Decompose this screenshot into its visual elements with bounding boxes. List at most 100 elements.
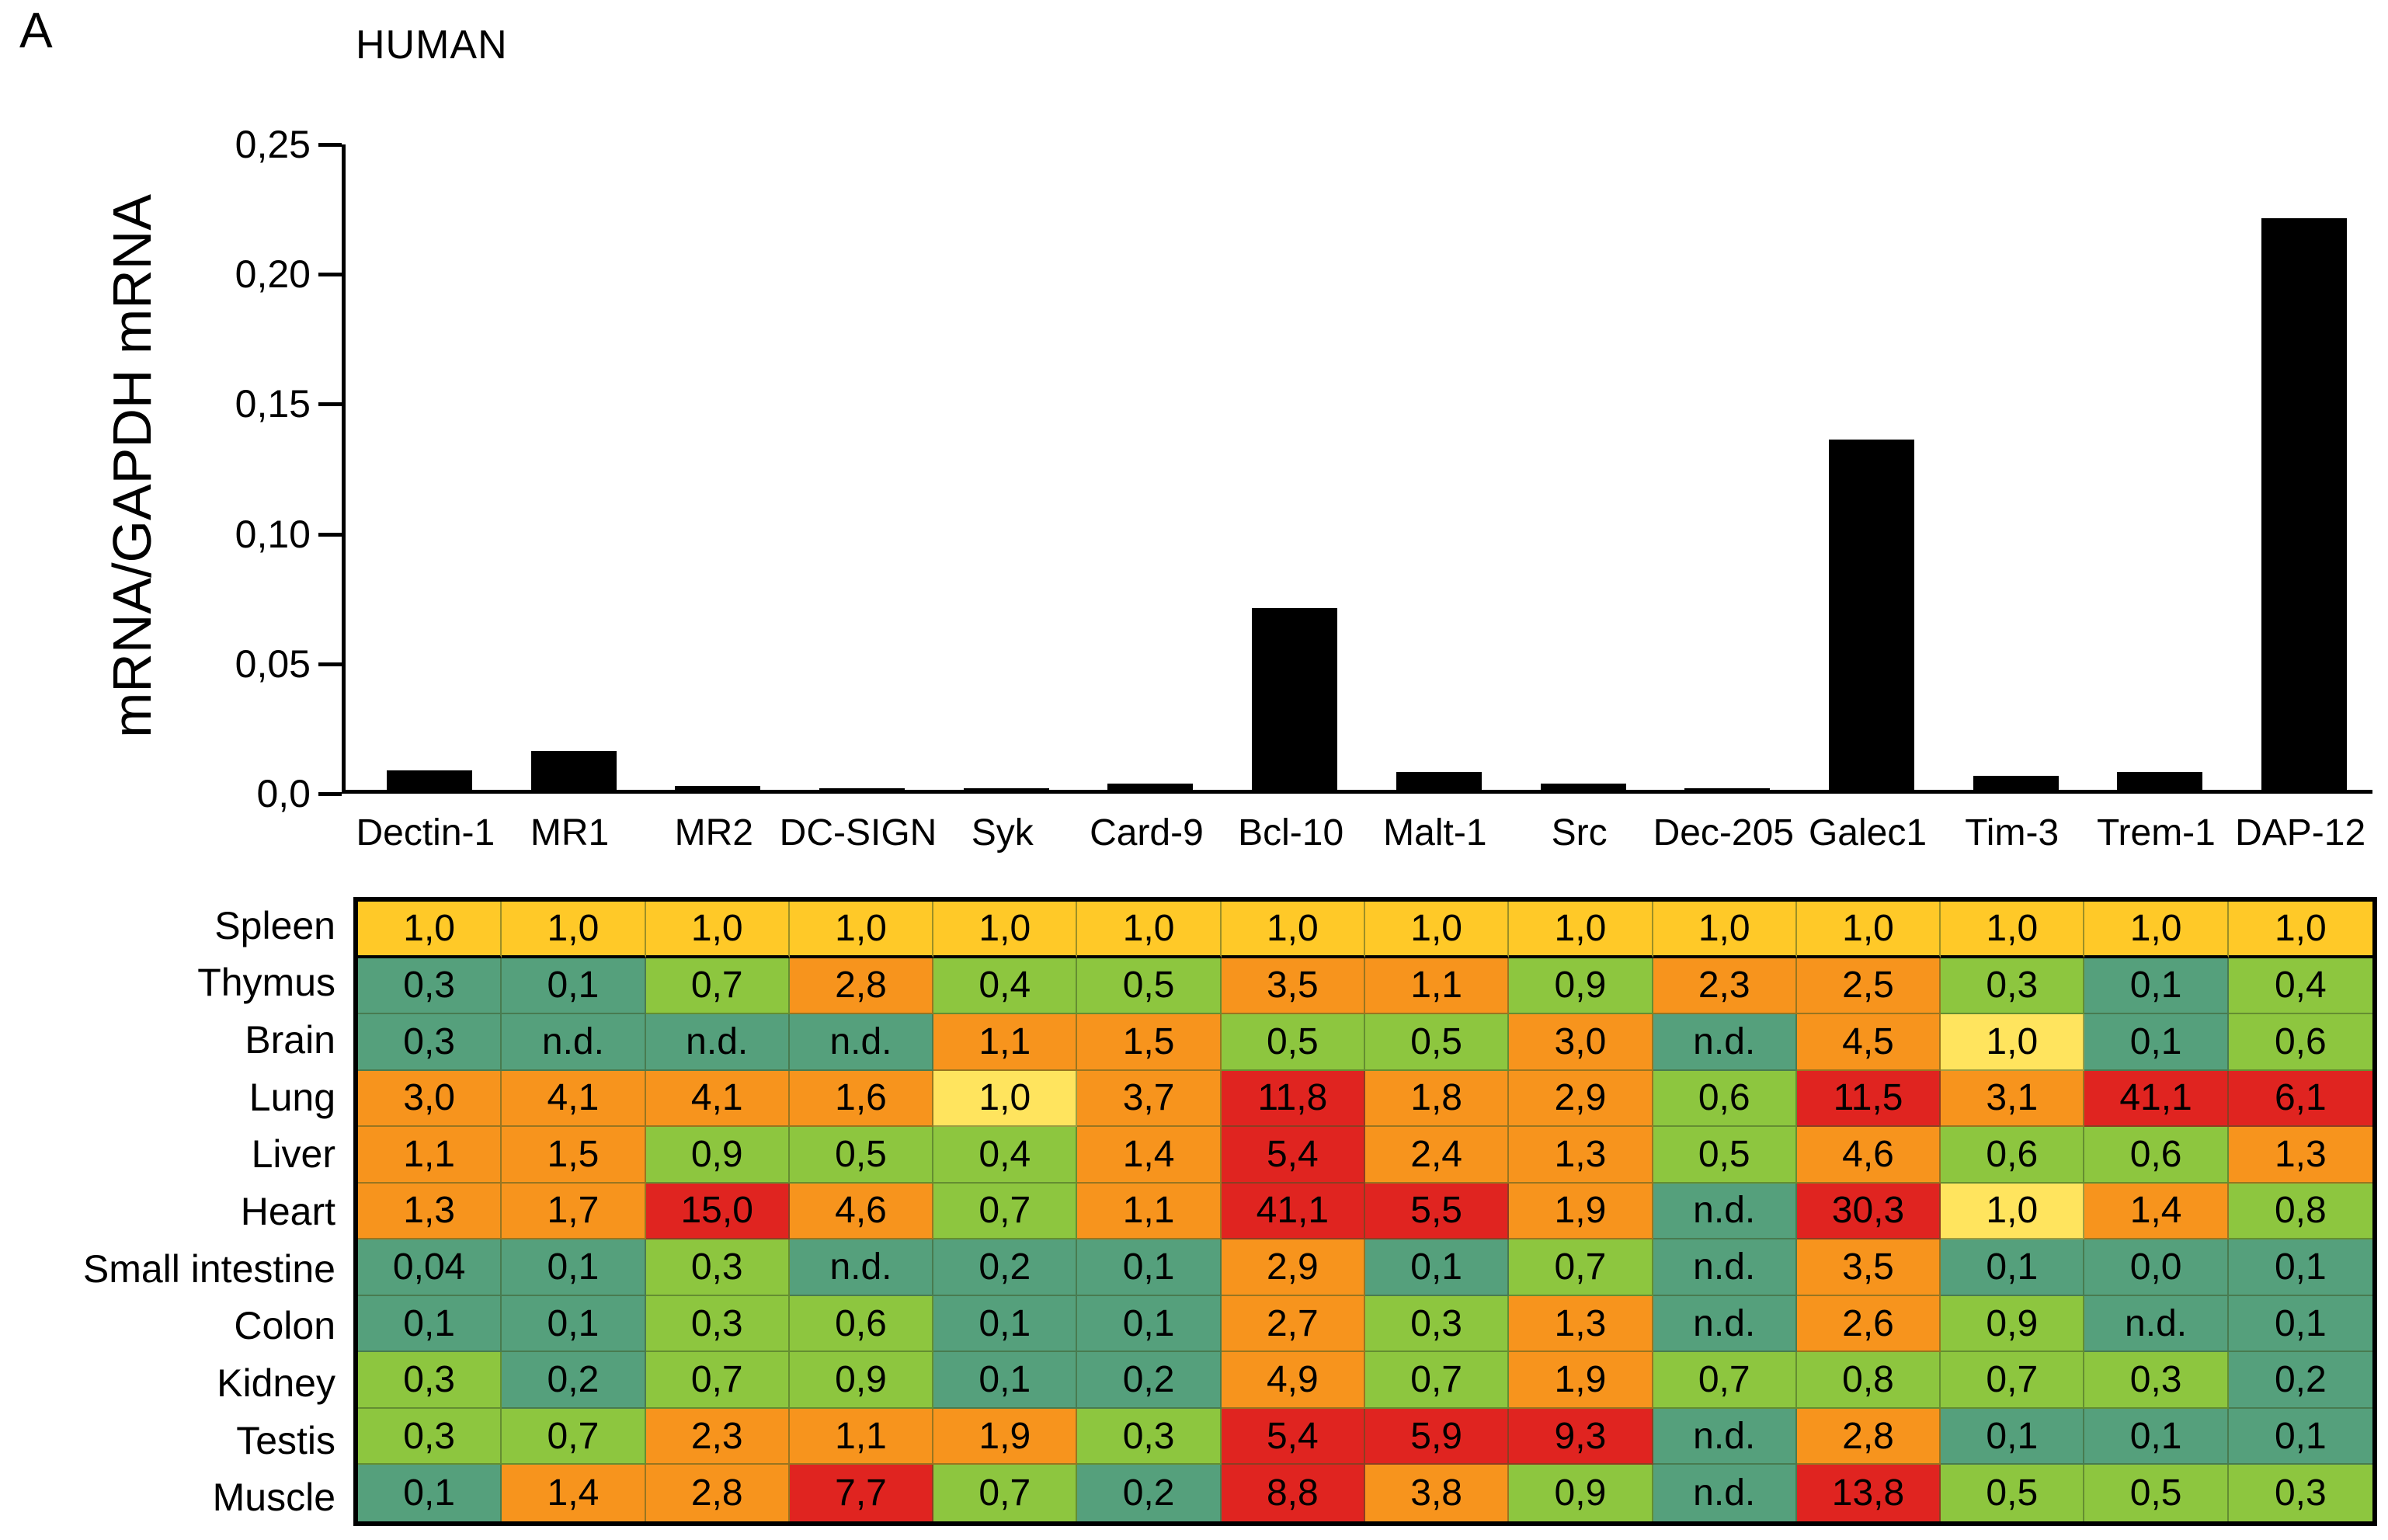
x-category-label-tim-3: Tim-3	[1965, 812, 2060, 853]
heatmap-cell-colon-src: 1,3	[1509, 1295, 1653, 1353]
heatmap-cell-testis-src: 9,3	[1509, 1408, 1653, 1465]
heatmap-row-labels: Spleen Thymus Brain Lung Liver Heart Small int…	[0, 897, 348, 1526]
heatmap-cell-liver-bcl-10: 5,4	[1221, 1127, 1365, 1184]
heatmap-cell-kidney-dc-sign: 0,9	[789, 1352, 934, 1409]
heatmap-cell-thymus-trem-1: 0,1	[2084, 958, 2229, 1015]
heatmap-cell-spleen-dap-12: 1,0	[2228, 902, 2372, 958]
heatmap-cell-brain-syk: 1,1	[933, 1014, 1078, 1071]
y-tick-mark	[318, 402, 342, 407]
heatmap-cell-liver-galec1: 4,6	[1796, 1127, 1941, 1184]
bar-chart-plot-area	[342, 144, 2372, 794]
y-tick-mark	[318, 143, 342, 147]
heatmap-cell-brain-dc-sign: n.d.	[789, 1014, 934, 1071]
heatmap-cell-spleen-mr1: 1,0	[502, 902, 646, 958]
heatmap-cell-muscle-mr1: 1,4	[502, 1465, 646, 1521]
heatmap-cell-spleen-mr2: 1,0	[645, 902, 790, 958]
heatmap-cell-thymus-src: 0,9	[1509, 958, 1653, 1015]
heatmap-cell-colon-card-9: 0,1	[1077, 1295, 1222, 1353]
bar-dap-12	[2261, 218, 2348, 790]
heatmap-cell-small-intestine-mr1: 0,1	[502, 1239, 646, 1296]
heatmap-cell-kidney-syk: 0,1	[933, 1352, 1078, 1409]
heatmap-cell-colon-dectin-1: 0,1	[358, 1295, 502, 1353]
heatmap-cell-brain-dectin-1: 0,3	[358, 1014, 502, 1071]
heatmap-cell-spleen-malt-1: 1,0	[1365, 902, 1510, 958]
heatmap-cell-colon-mr2: 0,3	[645, 1295, 790, 1353]
heatmap-cell-liver-card-9: 1,4	[1077, 1127, 1222, 1184]
row-label-testis: Testis	[236, 1418, 335, 1462]
heatmap-cell-muscle-bcl-10: 8,8	[1221, 1465, 1365, 1521]
heatmap-cell-thymus-mr2: 0,7	[645, 958, 790, 1015]
heatmap-cell-colon-galec1: 2,6	[1796, 1295, 1941, 1353]
heatmap-cell-kidney-tim-3: 0,7	[1941, 1352, 2085, 1409]
row-label-brain: Brain	[245, 1018, 335, 1062]
heatmap-cell-kidney-dap-12: 0,2	[2228, 1352, 2372, 1409]
x-category-label-malt-1: Malt-1	[1383, 812, 1487, 853]
heatmap-cell-kidney-src: 1,9	[1509, 1352, 1653, 1409]
bar-bcl-10	[1252, 607, 1338, 790]
heatmap-cell-small-intestine-mr2: 0,3	[645, 1239, 790, 1296]
heatmap-cell-testis-mr2: 2,3	[645, 1408, 790, 1465]
heatmap-cell-muscle-src: 0,9	[1509, 1465, 1653, 1521]
y-tick-mark	[318, 792, 342, 796]
heatmap-cell-colon-malt-1: 0,3	[1365, 1295, 1510, 1353]
chart-title: HUMAN	[356, 23, 508, 68]
heatmap-cell-colon-bcl-10: 2,7	[1221, 1295, 1365, 1353]
heatmap-cell-brain-dap-12: 0,6	[2228, 1014, 2372, 1071]
heatmap-cell-lung-galec1: 11,5	[1796, 1070, 1941, 1128]
row-label-heart: Heart	[240, 1190, 335, 1234]
heatmap-cell-spleen-src: 1,0	[1509, 902, 1653, 958]
y-tick-label: 0,0	[256, 772, 311, 815]
heatmap-cell-heart-card-9: 1,1	[1077, 1183, 1222, 1240]
heatmap-cell-spleen-tim-3: 1,0	[1941, 902, 2085, 958]
x-category-label-galec1: Galec1	[1808, 812, 1927, 853]
heatmap-cell-brain-bcl-10: 0,5	[1221, 1014, 1365, 1071]
y-tick-label: 0,20	[235, 252, 311, 297]
heatmap-cell-small-intestine-bcl-10: 2,9	[1221, 1239, 1365, 1296]
heatmap-cell-testis-dap-12: 0,1	[2228, 1408, 2372, 1465]
heatmap-cell-colon-trem-1: n.d.	[2084, 1295, 2229, 1353]
bar-dc-sign	[819, 788, 905, 790]
heatmap-cell-brain-mr2: n.d.	[645, 1014, 790, 1071]
heatmap-cell-muscle-mr2: 2,8	[645, 1465, 790, 1521]
heatmap-cell-thymus-syk: 0,4	[933, 958, 1078, 1015]
x-category-label-bcl-10: Bcl-10	[1238, 812, 1344, 853]
heatmap-cell-small-intestine-dectin-1: 0,04	[358, 1239, 502, 1296]
bar-dectin-1	[386, 770, 472, 790]
heatmap-cell-lung-syk: 1,0	[933, 1070, 1078, 1128]
heatmap-cell-muscle-syk: 0,7	[933, 1465, 1078, 1521]
heatmap-cell-heart-tim-3: 1,0	[1941, 1183, 2085, 1240]
heatmap-cell-kidney-mr2: 0,7	[645, 1352, 790, 1409]
heatmap-cell-liver-syk: 0,4	[933, 1127, 1078, 1184]
heatmap-cell-small-intestine-dec-205: n.d.	[1653, 1239, 1797, 1296]
heatmap-cell-kidney-bcl-10: 4,9	[1221, 1352, 1365, 1409]
heatmap-cell-testis-card-9: 0,3	[1077, 1408, 1222, 1465]
heatmap-cell-testis-galec1: 2,8	[1796, 1408, 1941, 1465]
heatmap-cell-heart-dec-205: n.d.	[1653, 1183, 1797, 1240]
heatmap-cell-thymus-dap-12: 0,4	[2228, 958, 2372, 1015]
heatmap-cell-muscle-trem-1: 0,5	[2084, 1465, 2229, 1521]
heatmap-cell-spleen-card-9: 1,0	[1077, 902, 1222, 958]
heatmap-cell-brain-src: 3,0	[1509, 1014, 1653, 1071]
heatmap-cell-liver-trem-1: 0,6	[2084, 1127, 2229, 1184]
heatmap-grid: 1,0 1,0 1,0 1,0 1,0 1,0 1,0 1,0 1,0 1,0 1,0 1,0 1,0 1…	[353, 897, 2377, 1526]
heatmap-cell-brain-trem-1: 0,1	[2084, 1014, 2229, 1071]
heatmap-cell-spleen-syk: 1,0	[933, 902, 1078, 958]
row-label-liver: Liver	[251, 1132, 335, 1177]
x-category-label-dc-sign: DC-SIGN	[779, 812, 937, 853]
heatmap-cell-brain-galec1: 4,5	[1796, 1014, 1941, 1071]
heatmap-cell-lung-dec-205: 0,6	[1653, 1070, 1797, 1128]
heatmap-cell-kidney-galec1: 0,8	[1796, 1352, 1941, 1409]
heatmap-cell-liver-mr2: 0,9	[645, 1127, 790, 1184]
heatmap-cell-testis-tim-3: 0,1	[1941, 1408, 2085, 1465]
heatmap-cell-lung-trem-1: 41,1	[2084, 1070, 2229, 1128]
heatmap-cell-small-intestine-galec1: 3,5	[1796, 1239, 1941, 1296]
bar-dec-205	[1684, 788, 1771, 790]
panel-label: A	[19, 2, 53, 58]
heatmap-cell-liver-dec-205: 0,5	[1653, 1127, 1797, 1184]
heatmap-cell-heart-galec1: 30,3	[1796, 1183, 1941, 1240]
heatmap-cell-colon-tim-3: 0,9	[1941, 1295, 2085, 1353]
heatmap-cell-lung-mr1: 4,1	[502, 1070, 646, 1128]
heatmap-cell-lung-src: 2,9	[1509, 1070, 1653, 1128]
y-tick-label: 0,25	[235, 123, 311, 166]
heatmap-cell-heart-dap-12: 0,8	[2228, 1183, 2372, 1240]
